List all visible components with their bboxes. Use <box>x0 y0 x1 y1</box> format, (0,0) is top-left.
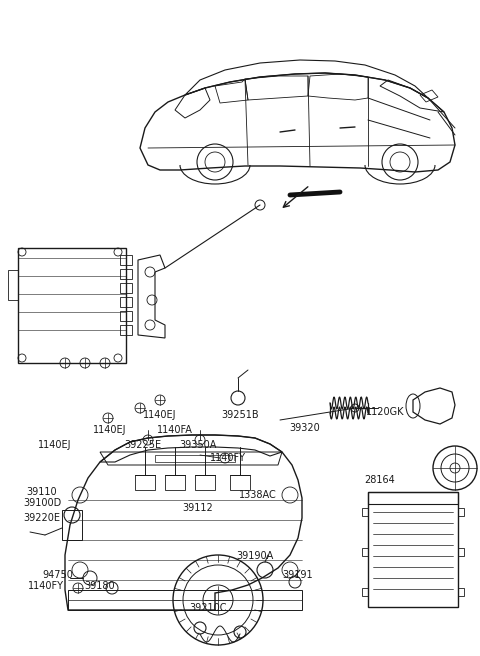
Text: 39180: 39180 <box>84 581 115 591</box>
Text: 1140FA: 1140FA <box>157 425 193 435</box>
Bar <box>458 548 464 556</box>
Bar <box>135 475 155 490</box>
Text: 1120GK: 1120GK <box>366 407 404 417</box>
Text: 39320: 39320 <box>289 423 320 433</box>
Bar <box>120 269 132 279</box>
Bar <box>120 297 132 307</box>
Text: 39100D: 39100D <box>23 498 61 508</box>
Bar <box>195 475 215 490</box>
Bar <box>230 475 250 490</box>
Bar <box>120 283 132 293</box>
Text: 1140EJ: 1140EJ <box>93 425 127 435</box>
Bar <box>362 548 368 556</box>
Text: 39112: 39112 <box>182 503 214 513</box>
Bar <box>18 248 126 363</box>
Bar <box>458 588 464 596</box>
Bar <box>120 311 132 321</box>
Text: 1140FY: 1140FY <box>210 453 246 463</box>
Text: 39225E: 39225E <box>124 440 162 450</box>
Bar <box>362 588 368 596</box>
Text: 39251B: 39251B <box>221 410 259 420</box>
Text: 1338AC: 1338AC <box>239 490 277 500</box>
Text: 1140EJ: 1140EJ <box>143 410 177 420</box>
Text: 39210C: 39210C <box>189 603 227 613</box>
Text: 1140EJ: 1140EJ <box>38 440 72 450</box>
Text: 39350A: 39350A <box>180 440 216 450</box>
Text: 28164: 28164 <box>365 475 396 485</box>
Text: 39220E: 39220E <box>24 513 60 523</box>
Bar <box>120 255 132 265</box>
Bar <box>368 492 458 607</box>
Bar <box>155 455 235 462</box>
Text: 39110: 39110 <box>27 487 57 497</box>
Bar <box>165 475 185 490</box>
Text: 94750: 94750 <box>43 570 73 580</box>
Text: 39190A: 39190A <box>236 551 274 561</box>
Bar <box>458 508 464 516</box>
Bar <box>62 510 82 540</box>
Bar <box>362 508 368 516</box>
Text: 1140FY: 1140FY <box>28 581 64 591</box>
Bar <box>120 325 132 335</box>
Text: 39191: 39191 <box>283 570 313 580</box>
Bar <box>8 270 18 300</box>
